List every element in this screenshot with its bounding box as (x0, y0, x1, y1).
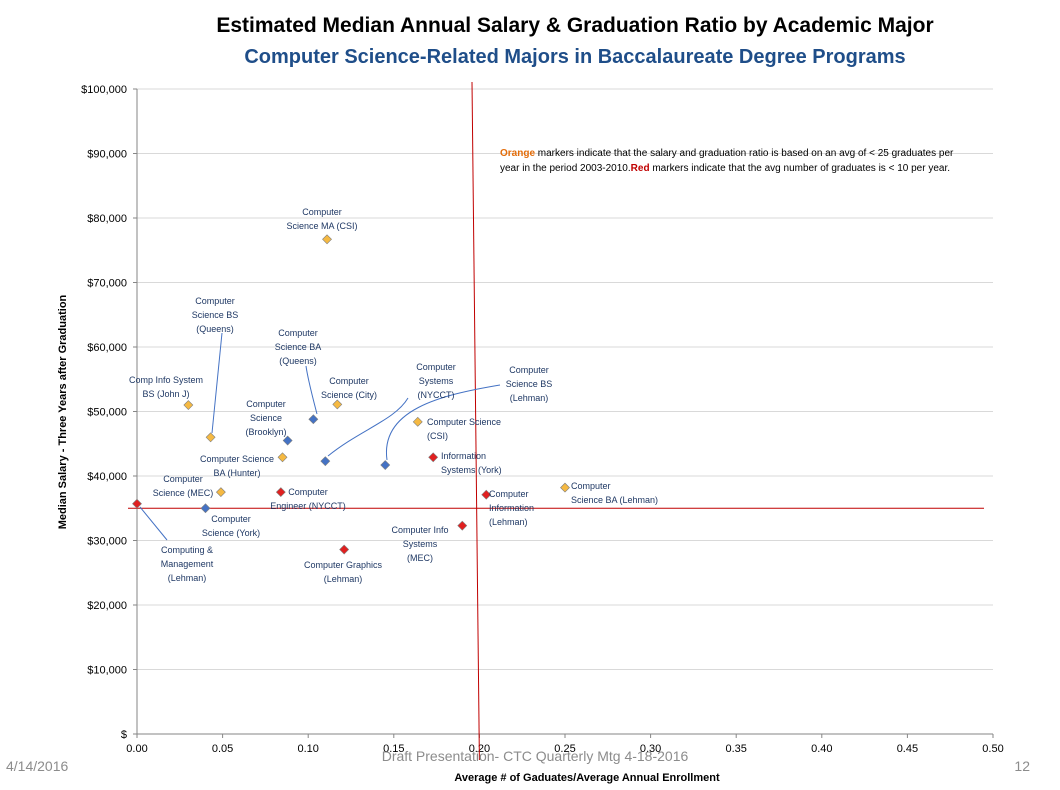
chart-subtitle: Computer Science-Related Majors in Bacca… (244, 46, 906, 68)
point-labels: Computer Science MA (CSI) Computer Science … (129, 207, 658, 584)
point-label: Computer Graphics (Lehman) (304, 560, 383, 584)
point-label: Computer Science (Brooklyn) (245, 399, 286, 437)
data-point (339, 544, 350, 555)
notice-line-1: Orange markers indicate that the salary … (500, 148, 954, 159)
notice-line-2-start: year in the period 2003-2010. (500, 163, 631, 174)
y-tick-label: $70,000 (87, 278, 127, 290)
point-label: Computer Engineer (NYCCT) (270, 487, 346, 511)
y-tick-label: $ (121, 729, 127, 741)
leader-line (305, 365, 318, 415)
notice-line-2-end: markers indicate that the avg number of … (650, 163, 950, 174)
y-tick-label: $50,000 (87, 407, 127, 419)
leader-lines (139, 332, 501, 541)
leader-line (327, 397, 409, 457)
notice-line-1-rest: markers indicate that the salary and gra… (535, 148, 954, 159)
y-tick-label: $80,000 (87, 213, 127, 225)
x-tick-label: 0.15 (383, 743, 404, 755)
point-label: Comp Info System BS (John J) (129, 375, 203, 399)
tick-labels: $ $10,000 $20,000 $30,000 $40,000 $50,000 $60,… (81, 84, 1004, 755)
data-point (277, 452, 288, 463)
y-tick-label: $100,000 (81, 84, 127, 96)
point-label: Computer Science (City) (321, 376, 377, 400)
y-tick-label: $30,000 (87, 536, 127, 548)
point-label: Information Systems (York) (441, 451, 502, 475)
point-label: Computer Science BS (Lehman) (506, 365, 553, 403)
x-tick-label: 0.40 (811, 743, 832, 755)
x-tick-label: 0.05 (212, 743, 233, 755)
y-tick-label: $10,000 (87, 665, 127, 677)
point-label: Computing & Management (Lehman) (161, 545, 214, 583)
point-label: Computer Science (CSI) (427, 417, 501, 441)
y-tick-label: $60,000 (87, 342, 127, 354)
data-point (428, 452, 439, 463)
point-label: Computer Systems (NYCCT) (416, 362, 456, 400)
x-tick-label: 0.00 (126, 743, 147, 755)
point-label: Computer Science BS (Queens) (192, 296, 239, 334)
leader-line (211, 332, 223, 434)
x-axis-label: Average # of Gaduates/Average Annual Enr… (454, 772, 720, 784)
data-point (275, 487, 286, 498)
data-point (332, 399, 343, 410)
point-label: Computer Science MA (CSI) (286, 207, 357, 231)
data-point (132, 498, 142, 509)
notice-orange-word: Orange (500, 148, 535, 159)
point-label: Computer Science (York) (202, 514, 260, 538)
point-label: Computer Science BA (Queens) (275, 328, 322, 366)
y-tick-label: $90,000 (87, 149, 127, 161)
x-tick-label: 0.50 (982, 743, 1003, 755)
gridlines (137, 88, 993, 670)
data-point (183, 400, 194, 410)
reference-line-ratio (471, 81, 480, 761)
leader-line (386, 384, 501, 461)
data-points (132, 234, 570, 555)
notice-line-2: year in the period 2003-2010.Red markers… (500, 163, 950, 174)
x-tick-label: 0.30 (640, 743, 661, 755)
y-axis-label: Median Salary - Three Years after Gradua… (57, 294, 69, 529)
x-tick-label: 0.25 (554, 743, 575, 755)
axes (133, 88, 994, 738)
data-point (308, 414, 319, 425)
data-point (205, 432, 216, 443)
point-label: Computer Science (MEC) (153, 474, 214, 498)
reference-lines (128, 81, 984, 761)
y-tick-label: $40,000 (87, 471, 127, 483)
data-point (560, 482, 570, 493)
x-tick-label: 0.45 (897, 743, 918, 755)
point-label: Computer Information (Lehman) (489, 489, 534, 527)
data-point (200, 503, 211, 514)
footer-presentation: Draft Presentation- CTC Quarterly Mtg 4-… (381, 748, 689, 764)
leader-line (139, 506, 168, 541)
notice-red-word: Red (631, 163, 650, 174)
point-label: Computer Science BA (Hunter) (200, 454, 274, 478)
data-point (412, 416, 423, 427)
footer-date: 4/14/2016 (6, 758, 69, 774)
data-point (322, 234, 332, 245)
data-point (215, 487, 226, 498)
data-point (320, 456, 331, 467)
data-point (380, 460, 391, 470)
x-tick-label: 0.10 (297, 743, 318, 755)
data-point (282, 435, 293, 446)
x-tick-label: 0.35 (725, 743, 746, 755)
chart-title: Estimated Median Annual Salary & Graduat… (216, 14, 934, 37)
footer-page-number: 12 (1014, 758, 1030, 774)
data-point (457, 520, 468, 531)
point-label: Computer Science BA (Lehman) (571, 481, 658, 505)
y-tick-label: $20,000 (87, 600, 127, 612)
data-point (481, 489, 492, 500)
point-label: Computer Info Systems (MEC) (391, 525, 448, 563)
